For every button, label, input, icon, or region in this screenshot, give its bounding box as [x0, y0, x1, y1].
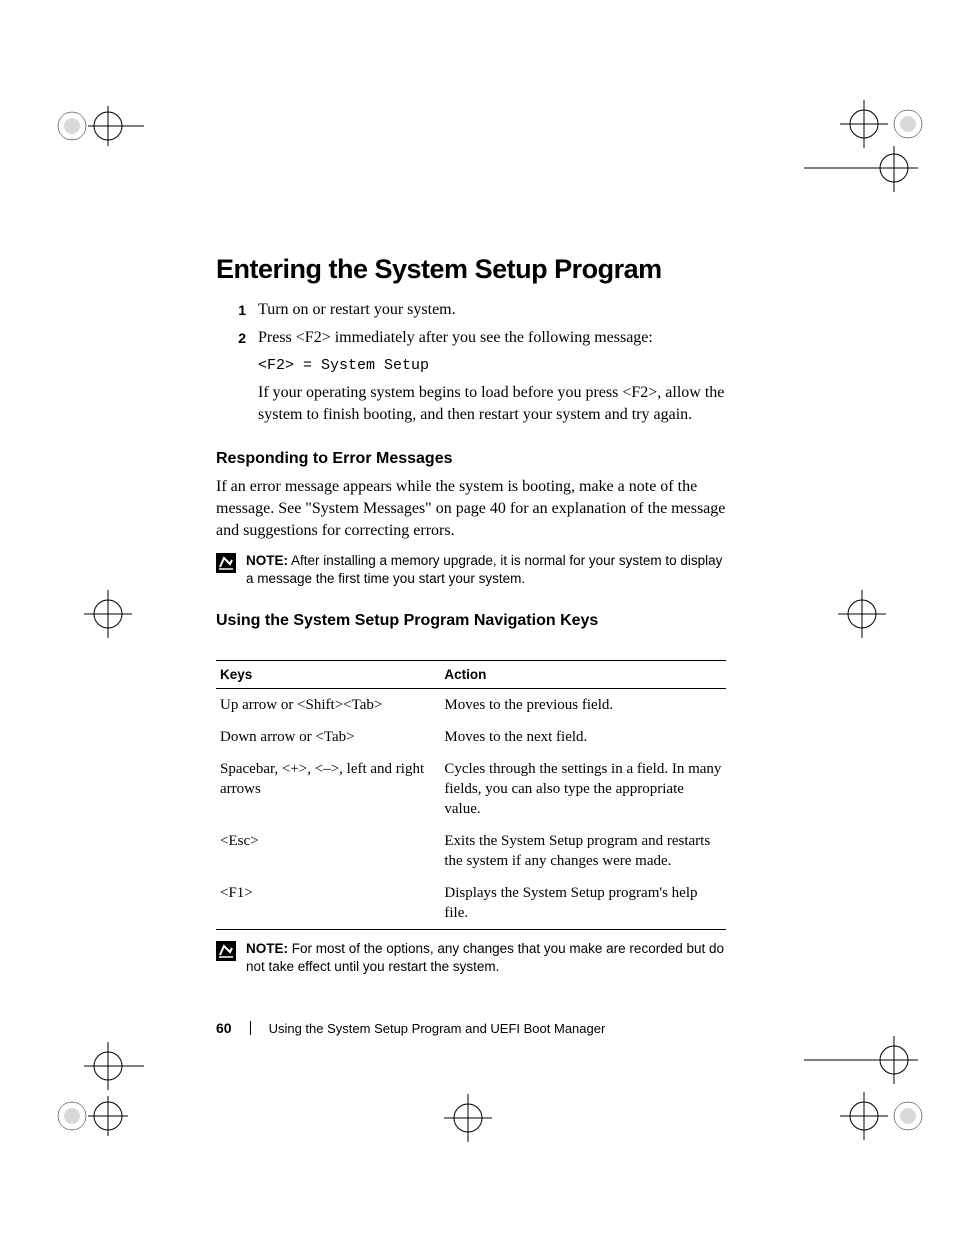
- crop-mark-icon: [804, 146, 924, 196]
- note-label: NOTE:: [246, 941, 288, 956]
- note-block: NOTE: For most of the options, any chang…: [216, 940, 726, 976]
- heading-2: Responding to Error Messages: [216, 450, 726, 468]
- note-body: For most of the options, any changes tha…: [246, 941, 724, 974]
- step-2-continuation: If your operating system begins to load …: [258, 382, 726, 426]
- step-number: 2: [216, 327, 258, 349]
- note-block: NOTE: After installing a memory upgrade,…: [216, 552, 726, 588]
- body-paragraph: If an error message appears while the sy…: [216, 476, 726, 542]
- cell-keys: <Esc>: [216, 825, 440, 877]
- crop-mark-icon: [804, 1036, 924, 1086]
- table-row: Spacebar, <+>, <–>, left and right arrow…: [216, 753, 726, 825]
- table-row: Down arrow or <Tab> Moves to the next fi…: [216, 721, 726, 753]
- crop-mark-icon: [80, 590, 140, 640]
- cell-keys: Down arrow or <Tab>: [216, 721, 440, 753]
- note-icon: [216, 553, 236, 573]
- table-header-action: Action: [440, 661, 726, 689]
- cell-keys: Spacebar, <+>, <–>, left and right arrow…: [216, 753, 440, 825]
- crop-mark-icon: [440, 1090, 500, 1150]
- step-text: Press <F2> immediately after you see the…: [258, 327, 653, 349]
- page-footer: 60 Using the System Setup Program and UE…: [216, 1020, 726, 1036]
- crop-mark-icon: [54, 1090, 144, 1150]
- step-number: 1: [216, 299, 258, 321]
- crop-mark-icon: [834, 590, 894, 640]
- note-icon: [216, 941, 236, 961]
- footer-title: Using the System Setup Program and UEFI …: [269, 1021, 606, 1036]
- code-line: <F2> = System Setup: [258, 357, 726, 374]
- cell-action: Cycles through the settings in a field. …: [440, 753, 726, 825]
- crop-mark-icon: [804, 1090, 924, 1150]
- heading-2: Using the System Setup Program Navigatio…: [216, 612, 726, 630]
- step-2: 2 Press <F2> immediately after you see t…: [216, 327, 726, 349]
- navigation-keys-table: Keys Action Up arrow or <Shift><Tab> Mov…: [216, 660, 726, 930]
- table-row: Up arrow or <Shift><Tab> Moves to the pr…: [216, 689, 726, 722]
- cell-keys: Up arrow or <Shift><Tab>: [216, 689, 440, 722]
- cell-action: Displays the System Setup program's help…: [440, 877, 726, 930]
- note-text: NOTE: After installing a memory upgrade,…: [246, 552, 726, 588]
- crop-mark-icon: [54, 100, 144, 160]
- footer-separator: [250, 1021, 251, 1035]
- step-text: Turn on or restart your system.: [258, 299, 456, 321]
- cell-action: Moves to the previous field.: [440, 689, 726, 722]
- cell-keys: <F1>: [216, 877, 440, 930]
- note-text: NOTE: For most of the options, any chang…: [246, 940, 726, 976]
- page-content: Entering the System Setup Program 1 Turn…: [216, 254, 726, 976]
- note-label: NOTE:: [246, 553, 288, 568]
- table-row: <F1> Displays the System Setup program's…: [216, 877, 726, 930]
- note-body: After installing a memory upgrade, it is…: [246, 553, 722, 586]
- cell-action: Exits the System Setup program and resta…: [440, 825, 726, 877]
- table-row: <Esc> Exits the System Setup program and…: [216, 825, 726, 877]
- cell-action: Moves to the next field.: [440, 721, 726, 753]
- heading-1: Entering the System Setup Program: [216, 254, 726, 285]
- table-header-keys: Keys: [216, 661, 440, 689]
- page-number: 60: [216, 1020, 232, 1036]
- step-1: 1 Turn on or restart your system.: [216, 299, 726, 321]
